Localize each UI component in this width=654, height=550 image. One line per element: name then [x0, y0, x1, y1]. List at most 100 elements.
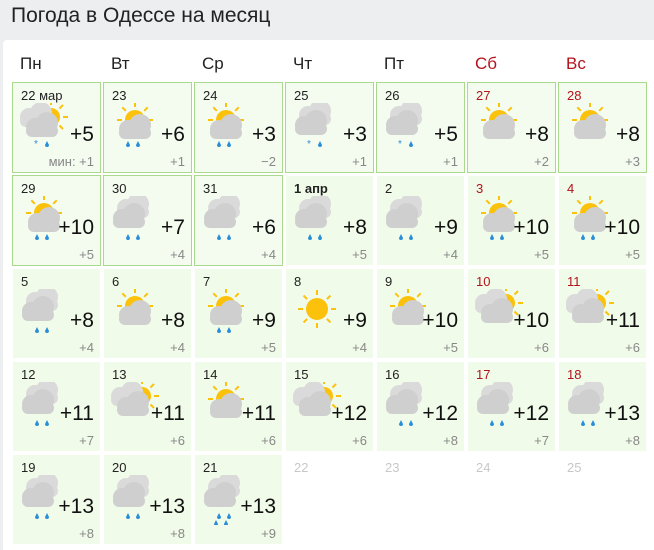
day-cell[interactable]: 30 +7 +4	[103, 175, 192, 266]
min-temp: +1	[170, 154, 185, 169]
weather-clouds-heavy-rain-icon	[199, 472, 253, 526]
day-date: 17	[476, 367, 491, 382]
max-temp: +12	[513, 402, 549, 425]
weather-cloud-sun-none-icon	[472, 286, 526, 339]
min-temp: +4	[170, 340, 185, 355]
day-cell[interactable]: 20 +13 +8	[103, 454, 192, 545]
min-temp: +8	[170, 526, 185, 541]
day-date: 3	[476, 181, 484, 196]
day-cell[interactable]: 12 +11 +7	[12, 361, 101, 452]
min-temp: +4	[79, 340, 94, 355]
day-cell[interactable]: 10 +10 +6	[467, 268, 556, 359]
day-cell[interactable]: 9 +10 +5	[376, 268, 465, 359]
day-cell: 24	[467, 454, 556, 545]
day-cell[interactable]: 3 +10 +5	[467, 175, 556, 266]
day-cell[interactable]: 23 +6 +1	[103, 82, 192, 173]
day-cell[interactable]: 26 * +5 +1	[376, 82, 465, 173]
day-date: 25	[567, 460, 582, 475]
min-temp: +5	[443, 340, 458, 355]
min-temp: +1	[352, 154, 367, 169]
day-cell[interactable]: 28 +8 +3	[558, 82, 647, 173]
max-temp: +11	[605, 309, 640, 332]
weather-clouds-rain-icon	[290, 193, 344, 246]
min-temp: +3	[625, 154, 640, 169]
day-cell[interactable]: 1 апр +8 +5	[285, 175, 374, 266]
day-date: 10	[476, 274, 491, 289]
weekday-5: Сб	[475, 54, 498, 73]
day-cell: 22	[285, 454, 374, 545]
day-date: 22	[294, 460, 309, 475]
day-date: 8	[294, 274, 302, 289]
day-date: 9	[385, 274, 393, 289]
day-cell[interactable]: 7 +9 +5	[194, 268, 283, 359]
min-temp: +6	[625, 340, 640, 355]
weather-cloud-sun-none-icon	[290, 379, 344, 432]
day-date: 23	[112, 88, 127, 103]
day-cell[interactable]: 6 +8 +4	[103, 268, 192, 359]
day-cell[interactable]: 11 +11 +6	[558, 268, 647, 359]
day-cell[interactable]: 14 +11 +6	[194, 361, 283, 452]
weather-clouds-rain-icon	[17, 379, 71, 432]
max-temp: +11	[241, 402, 276, 425]
min-temp: +5	[261, 340, 276, 355]
day-cell[interactable]: 31 +6 +4	[194, 175, 283, 266]
weather-clouds-rain-icon	[381, 193, 435, 246]
day-cell[interactable]: 19 +13 +8	[12, 454, 101, 545]
day-cell[interactable]: 17 +12 +7	[467, 361, 556, 452]
max-temp: +9	[434, 216, 458, 239]
day-date: 19	[21, 460, 36, 475]
day-date: 18	[567, 367, 582, 382]
svg-text:*: *	[398, 139, 402, 150]
day-date: 30	[112, 181, 127, 196]
day-cell[interactable]: 24 +3 −2	[194, 82, 283, 173]
day-date: 16	[385, 367, 400, 382]
day-cell[interactable]: 18 +13 +8	[558, 361, 647, 452]
weekday-3: Чт	[293, 54, 313, 73]
max-temp: +12	[331, 402, 367, 425]
max-temp: +10	[513, 309, 549, 332]
min-temp: +7	[534, 433, 549, 448]
day-cell[interactable]: 21 +13 +9	[194, 454, 283, 545]
min-temp: +4	[261, 247, 276, 262]
day-date: 2	[385, 181, 393, 196]
max-temp: +6	[252, 216, 276, 239]
weather-sun-cloud-rain-icon	[472, 195, 526, 246]
day-cell[interactable]: 29 +10 +5	[12, 175, 101, 266]
max-temp: +8	[616, 123, 640, 146]
day-cell[interactable]: 2 +9 +4	[376, 175, 465, 266]
day-date: 12	[21, 367, 36, 382]
weather-sun-cloud-none-icon	[381, 288, 435, 339]
page-title: Погода в Одессе на месяц	[11, 4, 271, 27]
max-temp: +6	[161, 123, 185, 146]
svg-text:*: *	[34, 139, 38, 150]
max-temp: +13	[240, 495, 276, 518]
max-temp: +13	[604, 402, 640, 425]
day-cell[interactable]: 22 мар * +5 мин: +1	[12, 82, 101, 173]
day-cell[interactable]: 25 * +3 +1	[285, 82, 374, 173]
day-cell[interactable]: 16 +12 +8	[376, 361, 465, 452]
day-cell: 23	[376, 454, 465, 545]
max-temp: +10	[422, 309, 458, 332]
max-temp: +8	[161, 309, 185, 332]
day-date: 22 мар	[21, 88, 63, 103]
weekday-6: Вс	[566, 54, 586, 73]
weekday-1: Вт	[111, 54, 130, 73]
day-cell[interactable]: 15 +12 +6	[285, 361, 374, 452]
max-temp: +8	[70, 309, 94, 332]
day-date: 26	[385, 88, 400, 103]
max-temp: +13	[58, 495, 94, 518]
day-cell[interactable]: 13 +11 +6	[103, 361, 192, 452]
day-cell[interactable]: 4 +10 +5	[558, 175, 647, 266]
day-cell[interactable]: 8 +9 +4	[285, 268, 374, 359]
weather-cloud-sun-none-icon	[563, 286, 617, 339]
min-temp: −2	[261, 154, 276, 169]
day-date: 25	[294, 88, 309, 103]
weather-clouds-rain-icon	[381, 379, 435, 432]
day-cell[interactable]: 5 +8 +4	[12, 268, 101, 359]
day-cell[interactable]: 27 +8 +2	[467, 82, 556, 173]
min-temp: +4	[352, 340, 367, 355]
weather-clouds-rain-icon	[563, 379, 617, 432]
day-date: 21	[203, 460, 218, 475]
day-date: 11	[567, 274, 581, 289]
weather-sun-cloud-rain-icon	[563, 195, 617, 246]
